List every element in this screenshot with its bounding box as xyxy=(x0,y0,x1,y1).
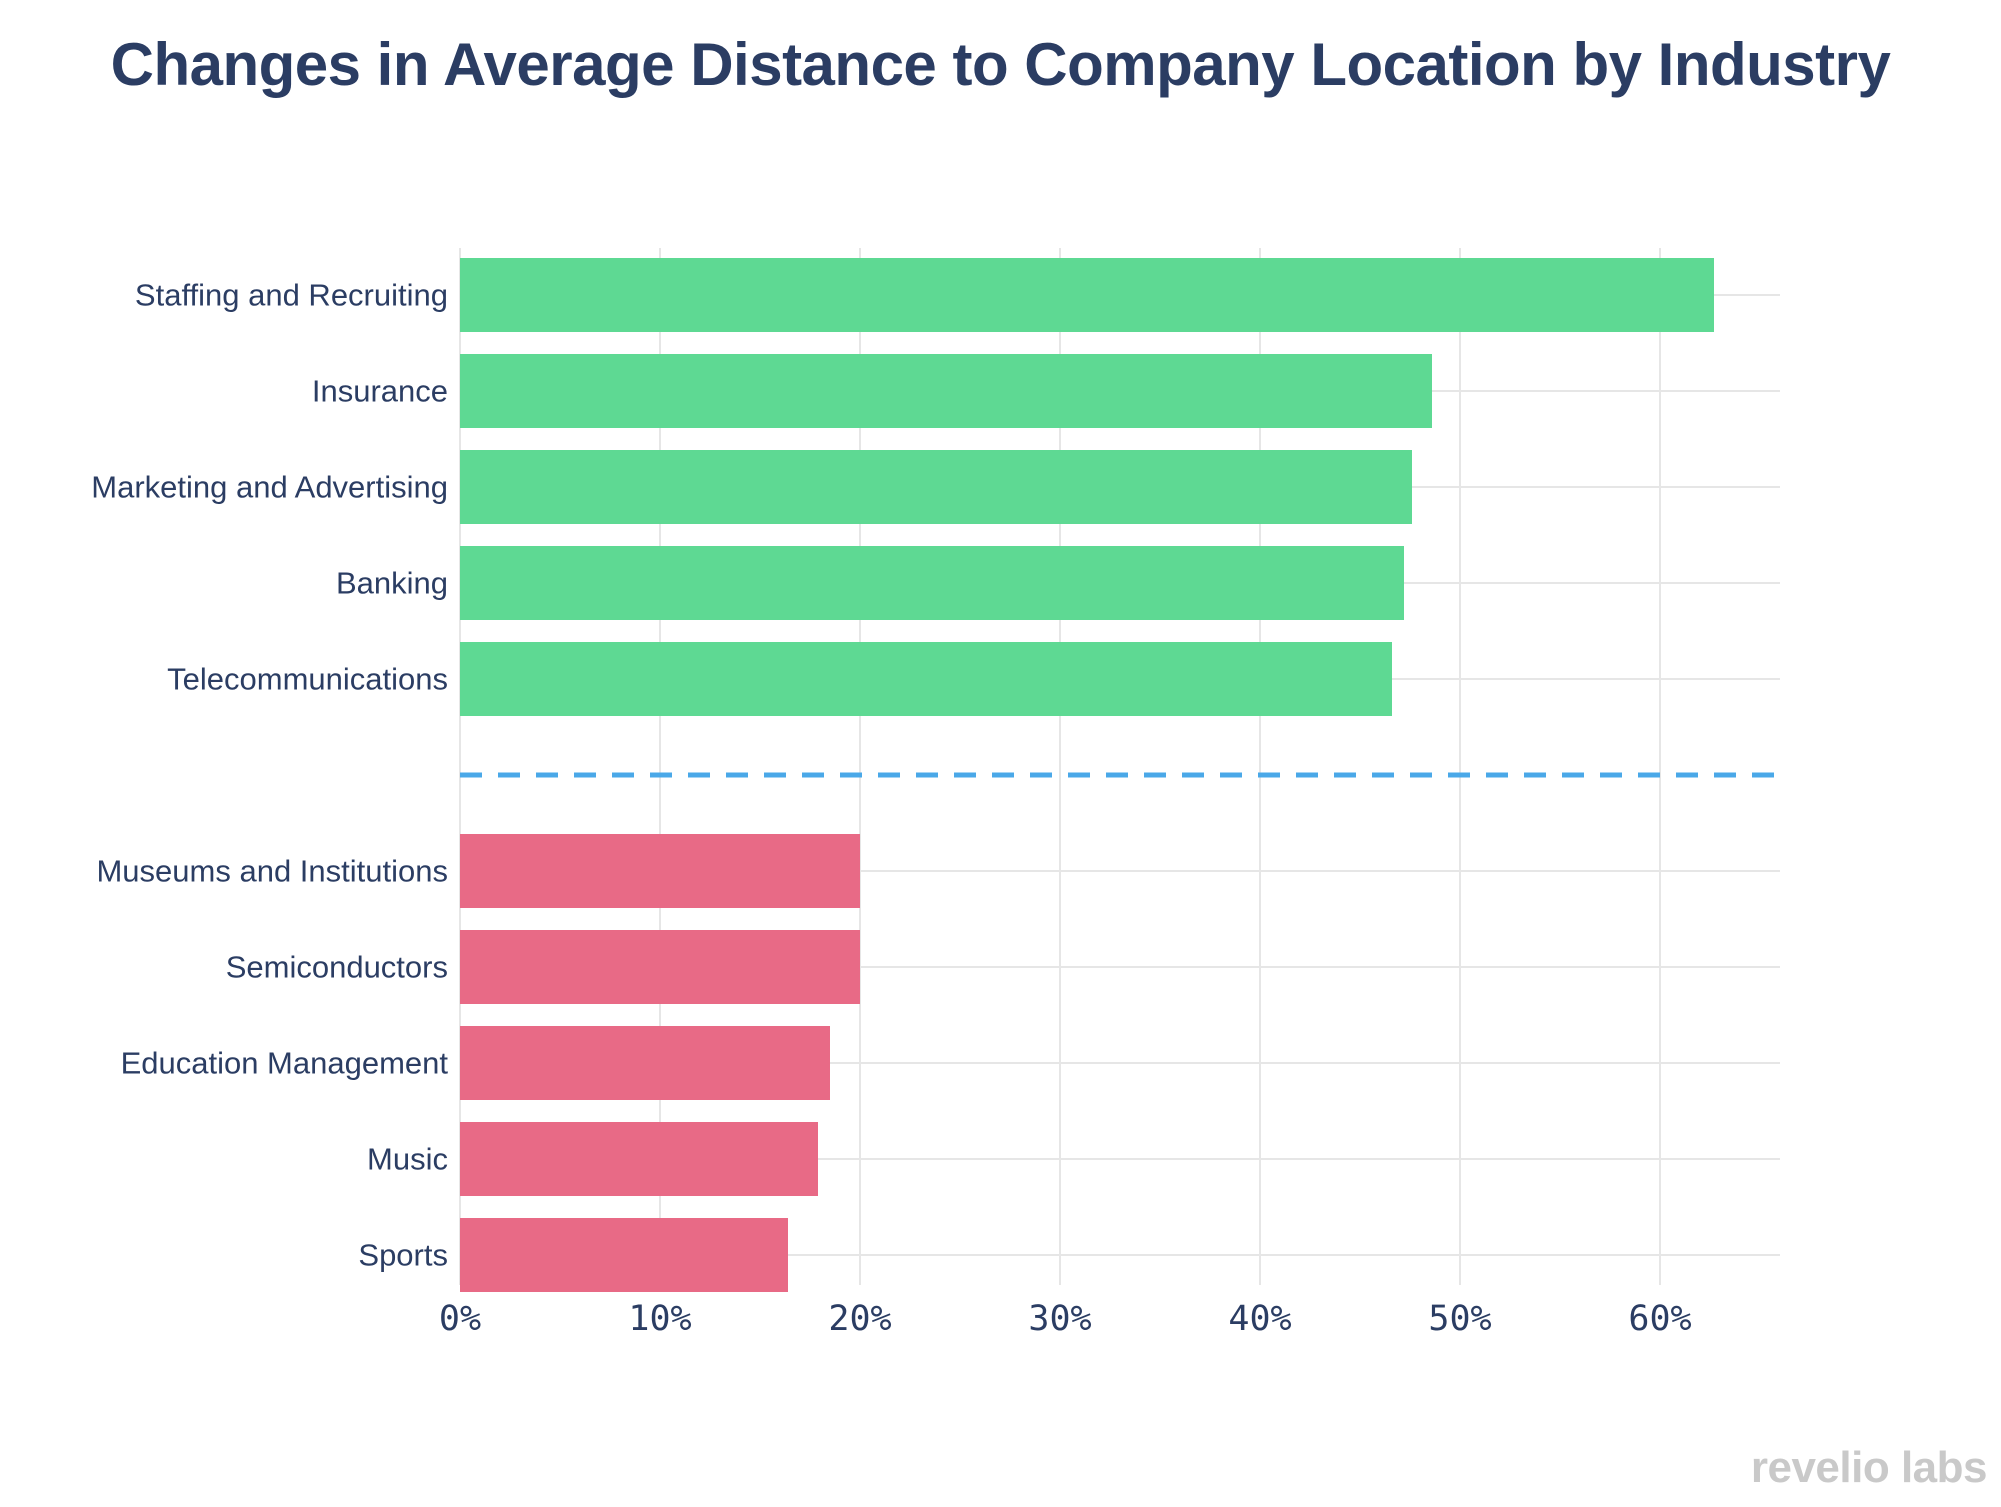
bar-insurance xyxy=(460,354,1432,428)
bars xyxy=(460,258,1714,1292)
x-tick-label: 0% xyxy=(439,1299,481,1339)
x-tick-label: 50% xyxy=(1428,1299,1491,1339)
category-label: Staffing and Recruiting xyxy=(135,278,448,313)
category-label: Museums and Institutions xyxy=(96,854,448,889)
category-label: Insurance xyxy=(312,374,448,409)
x-tick-label: 30% xyxy=(1028,1299,1091,1339)
revelio-labs-logo: revelio labs xyxy=(1750,1443,1988,1492)
x-tick-label: 20% xyxy=(828,1299,891,1339)
category-labels: Staffing and Recruiting Insurance Marketin… xyxy=(91,278,448,1273)
x-tick-label: 40% xyxy=(1228,1299,1291,1339)
bar-museums-and-institutions xyxy=(460,834,860,908)
category-label: Banking xyxy=(336,566,448,601)
bar-telecommunications xyxy=(460,642,1392,716)
category-label: Education Management xyxy=(121,1046,449,1081)
x-tick-label: 60% xyxy=(1628,1299,1691,1339)
category-label: Marketing and Advertising xyxy=(91,470,448,505)
chart-title: Changes in Average Distance to Company L… xyxy=(110,31,1891,98)
category-label: Telecommunications xyxy=(167,662,448,697)
bar-education-management xyxy=(460,1026,830,1100)
category-label: Semiconductors xyxy=(226,950,448,985)
bar-marketing-and-advertising xyxy=(460,450,1412,524)
x-tick-label: 10% xyxy=(628,1299,691,1339)
bar-sports xyxy=(460,1218,788,1292)
bar-semiconductors xyxy=(460,930,860,1004)
bar-banking xyxy=(460,546,1404,620)
category-label: Music xyxy=(367,1142,448,1177)
x-axis-ticks: 0% 10% 20% 30% 40% 50% 60% xyxy=(439,1299,1692,1339)
bar-staffing-and-recruiting xyxy=(460,258,1714,332)
bar-music xyxy=(460,1122,818,1196)
category-label: Sports xyxy=(358,1238,448,1273)
